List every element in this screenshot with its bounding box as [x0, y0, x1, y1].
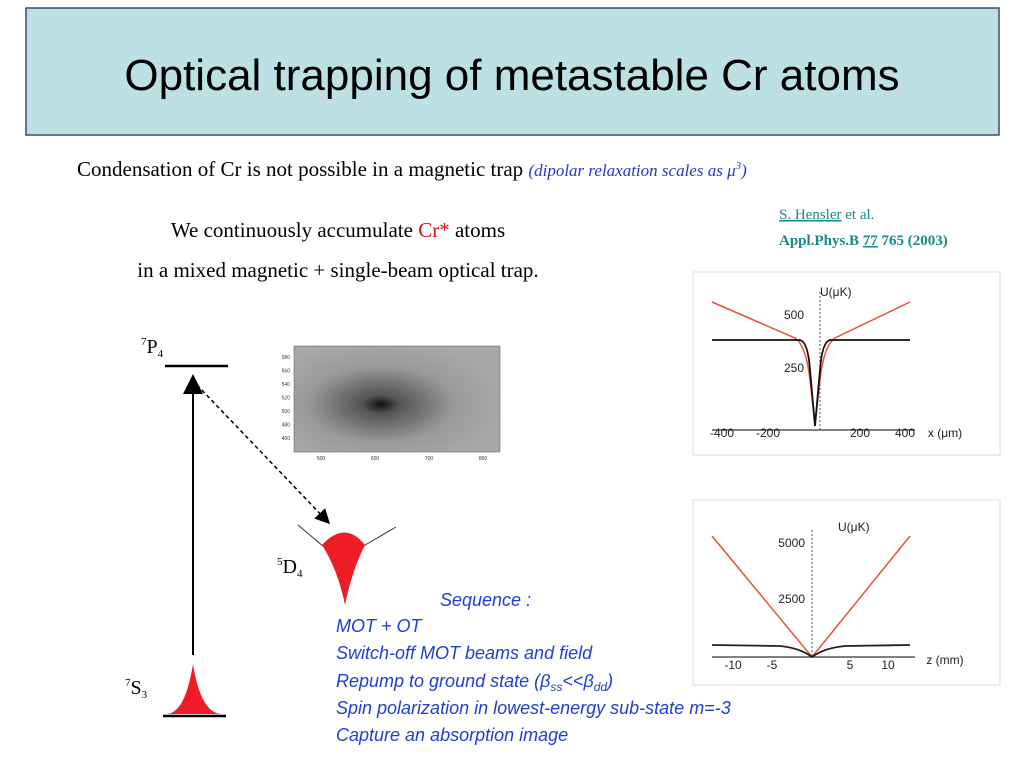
image-y-tick: 540: [282, 382, 291, 388]
subtitle-sup: 3: [735, 160, 742, 172]
intro-line2: in a mixed magnetic + single-beam optica…: [137, 258, 538, 282]
image-x-tick: 700: [425, 456, 434, 462]
plot-y-label: U(μK): [820, 285, 852, 299]
image-y-tick: 520: [282, 396, 291, 402]
plot-curve: [712, 339, 910, 427]
image-y-tick: 500: [282, 409, 291, 415]
reference-journal: Appl.Phys.B: [779, 233, 859, 249]
image-y-tick: 460: [282, 436, 291, 442]
level-letter: P: [147, 336, 158, 358]
sequence-step: Spin polarization in lowest-energy sub-s…: [336, 698, 731, 718]
plot-box: [692, 271, 1001, 456]
subtitle-text: Condensation of Cr is not possible in a …: [77, 157, 523, 181]
plot-y-tick: 500: [784, 308, 804, 322]
image-x-tick: 800: [479, 456, 488, 462]
title-box: [25, 7, 1000, 136]
reference-volume: 77: [863, 233, 879, 249]
level-sub: 3: [142, 689, 148, 701]
sequence-step: MOT + OT: [336, 616, 424, 636]
reference-line2: Appl.Phys.B 77 765 (2003): [779, 233, 948, 249]
intro-start: We continuously accumulate: [171, 218, 413, 242]
image-x-tick: 500: [317, 456, 326, 462]
image-y-tick: 480: [282, 423, 291, 429]
intro-line1: We continuously accumulate Cr* atoms: [171, 218, 505, 242]
beta: β: [539, 671, 550, 691]
step-text: Repump to ground state (: [336, 671, 542, 691]
plot-x-label: z (mm): [926, 653, 963, 667]
plot-x-tick: 5: [847, 658, 854, 672]
level-sup: 7: [125, 677, 131, 689]
level-sup: 7: [141, 336, 147, 348]
plot-y-tick: 5000: [778, 536, 805, 550]
sequence-step: Switch-off MOT beams and field: [336, 643, 593, 663]
sequence-heading: Sequence :: [440, 590, 531, 610]
level-label: 7S3: [125, 677, 148, 701]
step-text: <<: [562, 671, 583, 691]
title: Optical trapping of metastable Cr atoms: [124, 51, 899, 100]
level-letter: D: [283, 556, 297, 578]
beta-sub: dd: [594, 680, 608, 694]
subtitle: Condensation of Cr is not possible in a …: [77, 157, 747, 181]
image-x-tick: 600: [371, 456, 380, 462]
reference-etal: et al.: [845, 207, 874, 223]
sequence-step: Capture an absorption image: [336, 725, 568, 745]
plot-x-tick: 200: [850, 426, 870, 440]
reference-author: S. Hensler: [779, 207, 842, 223]
level-sub: 4: [158, 348, 164, 360]
s-population: [166, 664, 222, 714]
absorption-image: [293, 345, 501, 453]
subtitle-end: ): [740, 161, 747, 180]
reference-line1: S. Hensler et al.: [779, 207, 874, 223]
intro-highlight: Cr*: [418, 218, 450, 242]
level-label: 5D4: [277, 556, 303, 580]
image-y-tick: 580: [282, 355, 291, 361]
subtitle-note: (dipolar relaxation scales as μ: [528, 161, 735, 180]
reference-pages: 765 (2003): [882, 233, 948, 249]
plot-x-tick: 400: [895, 426, 915, 440]
image-y-tick: 560: [282, 369, 291, 375]
plot-y-label: U(μK): [838, 520, 870, 534]
sequence-step: Repump to ground state (βss<<βdd): [336, 671, 613, 694]
d-population: [322, 532, 365, 605]
plot-x-tick: -5: [767, 658, 778, 672]
plot-x-tick: 10: [881, 658, 895, 672]
decay-arrow: [196, 384, 331, 525]
beta-sub: ss: [550, 680, 562, 694]
intro-end: atoms: [455, 218, 505, 242]
level-label: 7P4: [141, 336, 164, 360]
level-sub: 4: [297, 568, 303, 580]
plot-y-tick: 2500: [778, 592, 805, 606]
step-text: ): [605, 671, 613, 691]
plot-x-tick: -400: [710, 426, 734, 440]
plot-x-tick: -200: [756, 426, 780, 440]
plot-y-tick: 250: [784, 361, 804, 375]
plot-x-label: x (μm): [928, 426, 962, 440]
plot-box: [692, 499, 1001, 686]
level-letter: S: [131, 677, 142, 699]
plot-x-tick: -10: [724, 658, 742, 672]
level-sup: 5: [277, 556, 283, 568]
plot-curve: [711, 644, 911, 659]
beta: β: [582, 671, 593, 691]
